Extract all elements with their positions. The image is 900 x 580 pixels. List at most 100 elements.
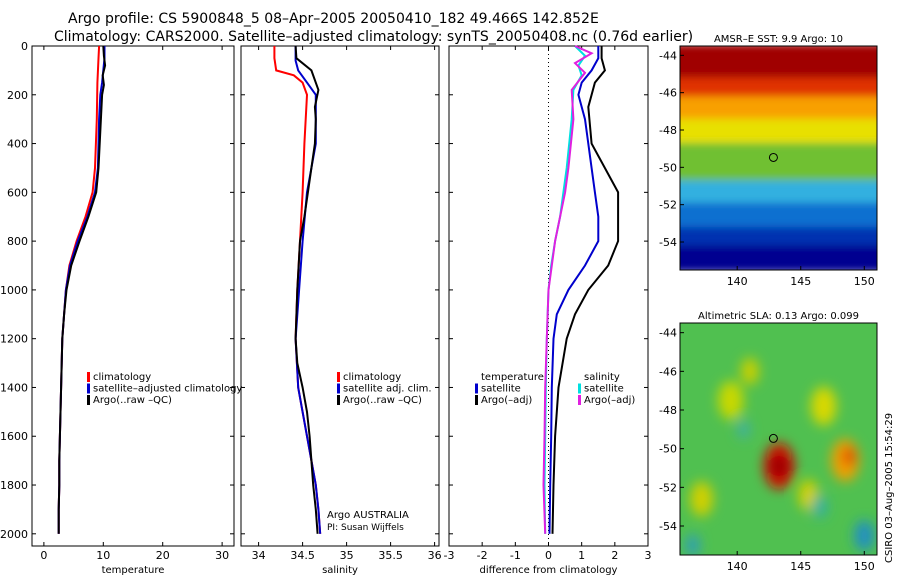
sla-map-frame xyxy=(679,322,878,556)
sal-legend-label-2: satellite adj. clim. xyxy=(343,384,432,395)
y-tick-label: 400 xyxy=(7,138,28,151)
y-tick-label: 1400 xyxy=(0,381,28,394)
diff-temp-legend-label-1: temperature xyxy=(481,372,544,383)
temp-legend-label-2: satellite–adjusted climatology xyxy=(93,384,242,395)
credit-line1: Argo AUSTRALIA xyxy=(327,510,409,521)
sla-map-background xyxy=(680,323,877,555)
x-tick-label: 35 xyxy=(340,549,354,562)
x-tick-label: -3 xyxy=(444,549,455,562)
x-tick-label: 1 xyxy=(578,549,585,562)
sla-map-blob-12 xyxy=(685,533,701,555)
map-y-tick-label: -48 xyxy=(659,404,677,417)
plot-frame-2 xyxy=(240,45,440,547)
y-tick-label: 1600 xyxy=(0,430,28,443)
timestamp-label: CSIRO 03–Aug–2005 15:54:29 xyxy=(884,413,895,563)
y-tick-label: 2000 xyxy=(0,528,28,541)
sst-map-argo-marker xyxy=(768,152,778,162)
map-y-tick-label: -44 xyxy=(659,49,677,62)
diff-temp-legend-label-3: Argo(–adj) xyxy=(481,395,532,406)
sst-map-band-1 xyxy=(680,46,877,82)
x-axis-label: temperature xyxy=(102,565,165,576)
sst-map-frame xyxy=(679,45,878,271)
y-tick-label: 1800 xyxy=(0,479,28,492)
series-line-3 xyxy=(294,45,320,534)
map-y-tick-label: -46 xyxy=(659,365,677,378)
sst-map-band-5 xyxy=(680,142,877,185)
map-y-tick-label: -44 xyxy=(659,327,677,340)
sal-legend-swatch-3 xyxy=(337,395,340,405)
y-tick-label: 600 xyxy=(7,186,28,199)
diff-sal-legend-label-1: salinity xyxy=(584,372,620,383)
x-tick-label: 2 xyxy=(611,549,618,562)
diff-temp-legend-swatch-3 xyxy=(475,395,478,405)
y-tick-label: 1200 xyxy=(0,333,28,346)
y-tick-label: 800 xyxy=(7,235,28,248)
x-tick-label: -2 xyxy=(477,549,488,562)
map-y-tick-label: -50 xyxy=(659,443,677,456)
series-line-3 xyxy=(57,45,107,534)
x-tick-label: 35.5 xyxy=(378,549,403,562)
map-y-tick-label: -54 xyxy=(659,236,677,249)
sla-map-blob-10 xyxy=(812,495,828,519)
series-line-1 xyxy=(548,46,600,534)
sla-map-field xyxy=(680,323,877,555)
x-tick-label: 0 xyxy=(40,549,47,562)
sal-legend-label-3: Argo(..raw –QC) xyxy=(343,395,422,406)
plot-frame-1 xyxy=(31,45,235,547)
x-tick-label: 3 xyxy=(645,549,652,562)
sst-map-band-7 xyxy=(680,202,877,231)
map-y-tick-label: -54 xyxy=(659,520,677,533)
sla-map-blob-4 xyxy=(842,446,856,467)
map-x-tick-label: 145 xyxy=(790,560,811,573)
sst-map-bands xyxy=(680,46,877,270)
sla-map-blob-6 xyxy=(718,381,744,420)
temp-legend-label-1: climatology xyxy=(93,372,151,383)
series-line-2 xyxy=(551,46,620,534)
series-line-4 xyxy=(542,45,594,534)
sla-map-blob-9 xyxy=(741,357,759,385)
timestamp-holder: CSIRO 03–Aug–2005 15:54:29 xyxy=(884,413,895,563)
temp-legend-label-3: Argo(..raw –QC) xyxy=(93,395,172,406)
sla-map-blob-5 xyxy=(810,386,837,426)
x-tick-label: 10 xyxy=(96,549,110,562)
map-y-tick-label: -52 xyxy=(659,199,677,212)
sst-map-band-2 xyxy=(680,77,877,101)
temp-legend-swatch-1 xyxy=(87,372,90,382)
sla-map-blobs xyxy=(685,357,875,555)
map-y-tick-label: -52 xyxy=(659,481,677,494)
diff-sal-legend-label-2: satellite xyxy=(584,384,624,395)
map-x-tick-label: 150 xyxy=(854,275,875,288)
sla-map-title: Altimetric SLA: 0.13 Argo: 0.099 xyxy=(698,311,859,322)
sla-map-blob-7 xyxy=(690,481,714,517)
x-axis-label: difference from climatology xyxy=(480,565,618,576)
diff-temp-legend-swatch-2 xyxy=(475,383,478,394)
map-y-tick-label: -50 xyxy=(659,161,677,174)
figure-title-line1: Argo profile: CS 5900848_5 08–Apr–2005 2… xyxy=(68,11,599,27)
map-x-tick-label: 140 xyxy=(727,560,748,573)
map-x-tick-label: 145 xyxy=(790,275,811,288)
y-tick-label: 0 xyxy=(21,40,28,53)
x-tick-label: 34 xyxy=(252,549,266,562)
x-tick-label: -1 xyxy=(510,549,521,562)
map-x-tick-label: 140 xyxy=(727,275,748,288)
x-axis-label: salinity xyxy=(322,565,358,576)
x-tick-label: 34.5 xyxy=(290,549,315,562)
x-tick-label: 20 xyxy=(156,549,170,562)
figure-title-line2: Climatology: CARS2000. Satellite–adjuste… xyxy=(54,29,694,45)
diff-sal-legend-swatch-2 xyxy=(578,383,581,394)
diff-temp-legend-label-2: satellite xyxy=(481,384,521,395)
sst-map-field xyxy=(680,46,877,270)
temp-legend-swatch-2 xyxy=(87,383,90,394)
map-x-tick-label: 150 xyxy=(854,560,875,573)
y-tick-label: 1000 xyxy=(0,284,28,297)
sla-map-argo-marker xyxy=(768,433,778,443)
sal-legend-label-1: climatology xyxy=(343,372,401,383)
sla-map-blob-13 xyxy=(737,419,750,440)
sst-map-band-3 xyxy=(680,96,877,123)
sla-map-blob-11 xyxy=(854,520,875,552)
diff-sal-legend-swatch-3 xyxy=(578,395,581,405)
sst-map-band-9 xyxy=(680,245,877,270)
sal-legend-swatch-2 xyxy=(337,383,340,394)
sst-map-band-6 xyxy=(680,180,877,207)
